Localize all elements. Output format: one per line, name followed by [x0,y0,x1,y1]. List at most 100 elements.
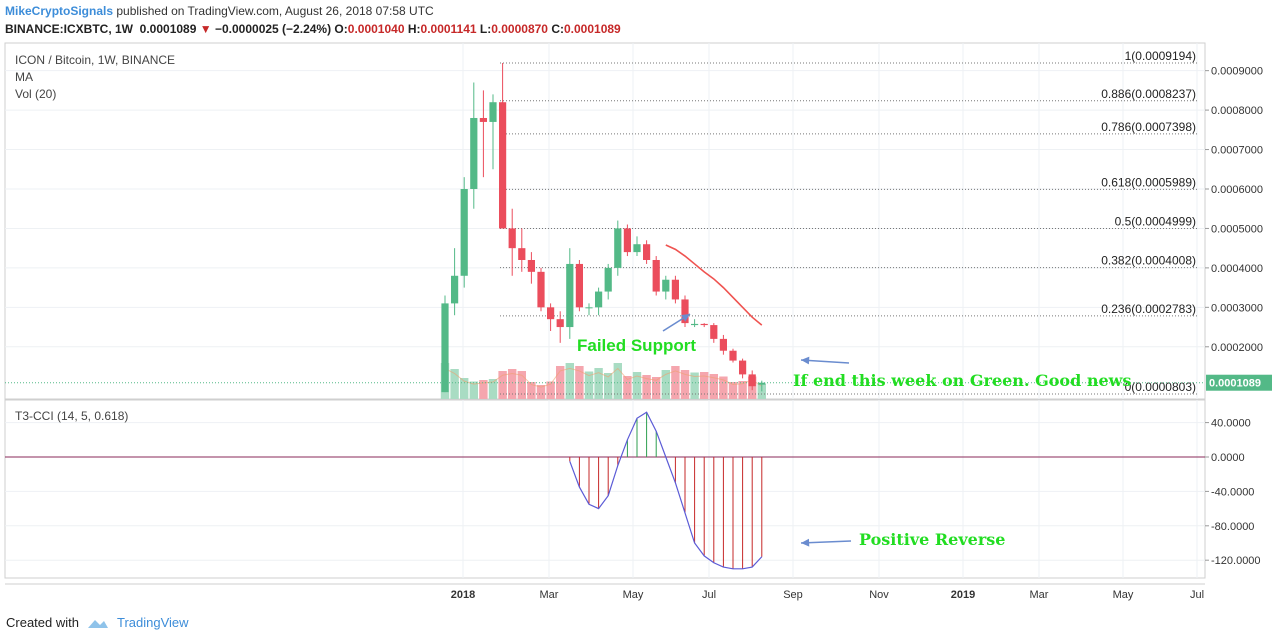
volume-bar [517,371,526,399]
fib-level-label: 0.786(0.0007398) [1101,120,1196,134]
publish-info: MikeCryptoSignals published on TradingVi… [5,4,434,18]
open-label: O: [334,22,348,36]
y-tick-label: 0.0005000 [1211,223,1263,235]
cci-y-tick-label: -40.0000 [1211,486,1254,498]
volume-bar [680,370,690,399]
candle-body [623,228,631,253]
volume-bar [594,368,603,399]
volume-bar [613,363,622,399]
volume-bar [575,366,584,399]
close-value: 0.0001089 [564,22,621,36]
cci-pane-title: T3-CCI (14, 5, 0.618) [15,409,129,423]
candle-body [479,117,487,122]
candle-body [662,279,670,292]
y-tick-label: 0.0008000 [1211,105,1263,117]
volume-bar [757,384,766,399]
volume-bar [527,382,536,399]
candle-body [652,259,660,292]
positive-reverse-arrow [800,540,852,544]
volume-bar [508,369,517,399]
candle-body [547,307,555,320]
candle-body [729,350,737,361]
green-news-arrow-head [801,356,810,365]
fib-level-label: 0.382(0.0004008) [1101,254,1196,268]
x-tick-label: Jul [702,589,716,601]
tradingview-link[interactable]: TradingView [116,615,189,630]
candle-body [489,102,497,122]
volume-bar [671,366,680,399]
volume-bar [450,369,459,399]
candle-body [604,267,612,292]
main-pane-title: ICON / Bitcoin, 1W, BINANCE [15,53,176,67]
candle-body [556,319,564,328]
fib-level-label: 1(0.0009194) [1125,49,1196,63]
high-label: H: [407,22,421,36]
publish-text: published on TradingView.com, August 26,… [116,4,434,18]
footer: Created with TradingView [6,615,189,630]
moving-average-line [665,244,763,326]
close-label: C: [551,22,564,36]
vol-label: Vol (20) [15,87,57,101]
volume-bar [536,385,546,399]
x-tick-label: May [1113,589,1134,601]
green-news-annotation: If end this week on Green. Good news [793,371,1132,390]
candle-body [633,244,641,253]
candle-body [575,263,583,308]
volume-bar [661,370,670,399]
fib-level-label: 0(0.0000803) [1125,380,1196,394]
candle-body [700,323,708,326]
tradingview-logo-icon [87,619,108,628]
x-tick-label: 2019 [951,589,975,601]
volume-bar [709,374,718,399]
y-tick-label: 0.0002000 [1211,342,1263,354]
candle-body [748,374,756,387]
positive-reverse-annotation: Positive Reverse [859,530,1006,549]
x-tick-label: Sep [783,589,803,601]
volume-bar [700,372,709,399]
candle-body [643,244,651,260]
volume-bar [632,372,642,399]
x-tick-label: Mar [540,589,559,601]
volume-bar [728,382,738,399]
x-tick-label: Jul [1190,589,1204,601]
volume-bar [498,371,507,399]
last-price: 0.0001089 [139,22,197,36]
ohlc-readout: BINANCE:ICXBTC, 1W 0.0001089 ▼ −0.000002… [5,22,621,36]
low-value: 0.0000870 [491,22,548,36]
candle-body [441,303,449,393]
volume-bar [479,380,488,399]
candle-body [460,188,468,276]
volume-bar [584,371,594,399]
volume-bar [469,381,478,399]
candle-body [671,279,679,300]
candle-body [508,228,516,249]
volume-bar [565,363,574,399]
candle-body [710,325,718,339]
x-tick-label: 2018 [451,589,475,601]
candle-body [527,259,535,272]
candle-body [681,299,689,324]
cci-y-tick-label: 0.0000 [1211,452,1245,464]
positive-reverse-arrow-head [801,538,810,547]
low-label: L: [479,22,492,36]
y-tick-label: 0.0003000 [1211,302,1263,314]
high-value: 0.0001141 [420,22,477,36]
x-tick-label: Mar [1030,589,1049,601]
volume-ma-line [444,367,763,388]
x-tick-label: May [623,589,644,601]
volume-bar [719,376,728,399]
candle-body [451,275,459,304]
last-price-tag [1206,374,1272,391]
cci-pane-frame [4,399,1206,579]
created-with-label: Created with [6,615,79,630]
candle-body [470,117,478,189]
author-name[interactable]: MikeCryptoSignals [5,4,114,18]
failed-support-arrow-head [681,314,690,322]
candle-body [537,271,545,308]
volume-bar [488,379,498,399]
symbol-label: BINANCE:ICXBTC, 1W [5,22,133,36]
volume-bar [738,381,747,399]
ma-label: MA [15,70,33,84]
cci-line [569,411,763,570]
